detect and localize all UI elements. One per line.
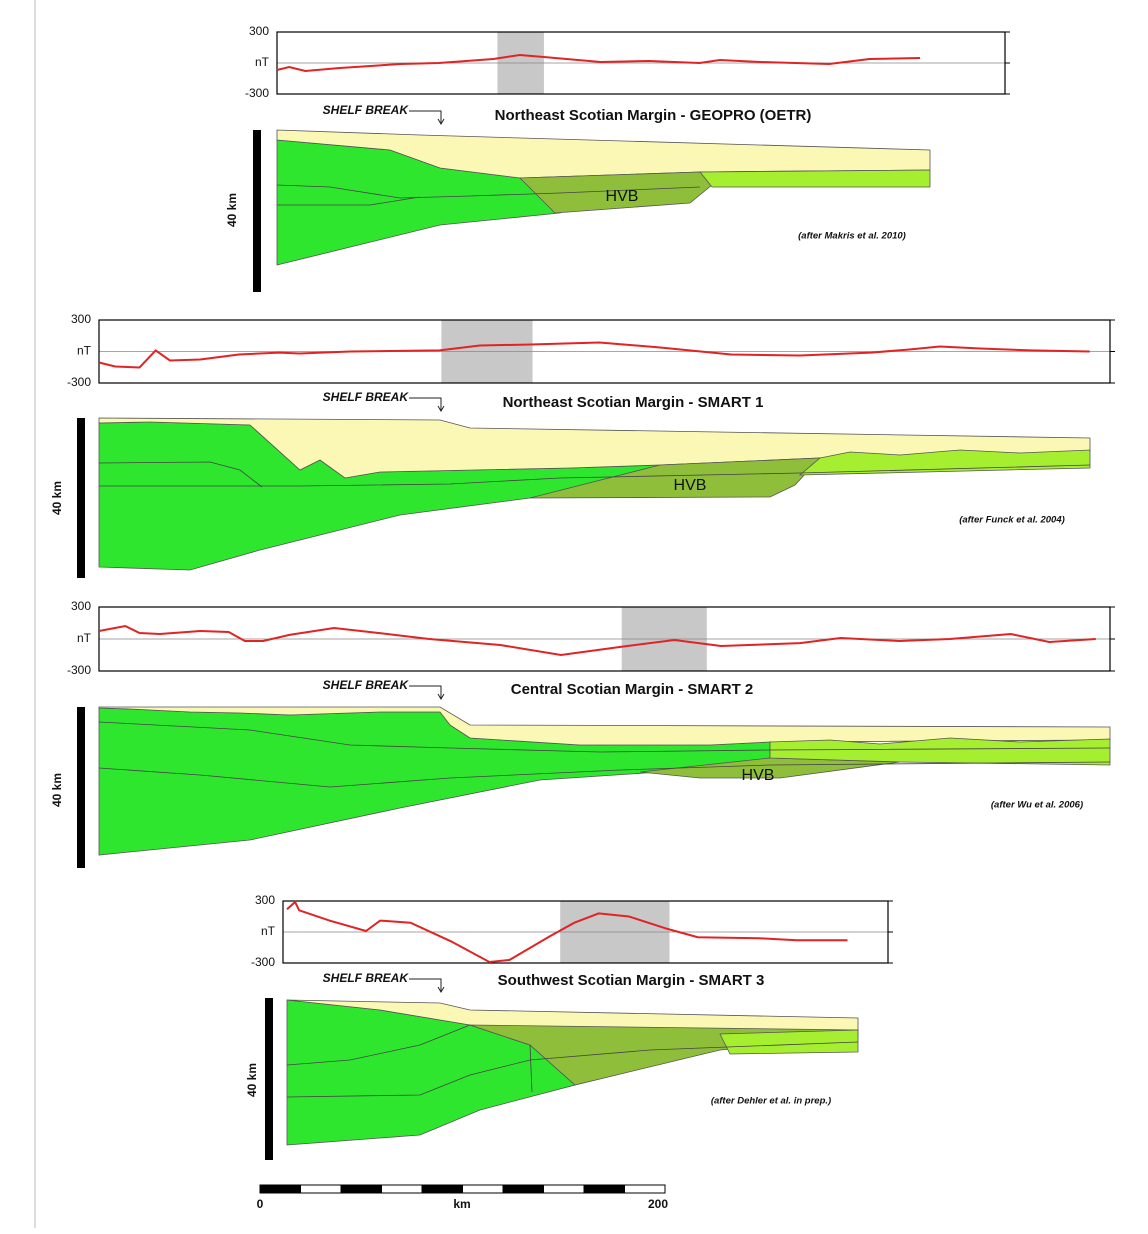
scale-tick-label: 0 bbox=[257, 1197, 264, 1211]
y-tick-label: nT bbox=[261, 924, 276, 938]
y-tick-label: 300 bbox=[249, 24, 269, 38]
magnetic-profile: -300 nT 300 Northeast Scotian Margin - SMAR… bbox=[67, 312, 1115, 411]
scale-segment bbox=[544, 1185, 585, 1193]
scale-segment bbox=[625, 1185, 666, 1193]
y-tick-label: 300 bbox=[255, 893, 275, 907]
depth-bar bbox=[265, 998, 273, 1160]
y-tick-label: nT bbox=[77, 344, 92, 358]
shelf-break-arrow bbox=[409, 398, 444, 411]
panel-title: Northeast Scotian Margin - SMART 1 bbox=[503, 394, 764, 411]
shelf-break-label: SHELF BREAK bbox=[323, 678, 410, 692]
shelf-break-label: SHELF BREAK bbox=[323, 390, 410, 404]
y-tick-label: nT bbox=[77, 631, 92, 645]
oceanic-crust bbox=[800, 450, 1090, 475]
scale-segment bbox=[463, 1185, 504, 1193]
panel-title: Southwest Scotian Margin - SMART 3 bbox=[498, 972, 765, 989]
scale-segment bbox=[301, 1185, 342, 1193]
magnetic-profile: -300 nT 300 Southwest Scotian Margin - SMAR… bbox=[251, 893, 893, 992]
citation: (after Wu et al. 2006) bbox=[991, 800, 1083, 811]
oceanic-crust bbox=[700, 170, 930, 187]
oceanic-crust bbox=[720, 1030, 858, 1054]
depth-label: 40 km bbox=[50, 773, 64, 807]
cross-section: 40 km HVB (after Funck et al. 2004) bbox=[50, 418, 1090, 578]
y-tick-label: -300 bbox=[245, 86, 269, 100]
shelf-break-label: SHELF BREAK bbox=[323, 971, 410, 985]
scale-segment bbox=[422, 1185, 463, 1193]
scale-segment bbox=[341, 1185, 382, 1193]
y-tick-label: -300 bbox=[67, 375, 91, 389]
citation: (after Funck et al. 2004) bbox=[959, 515, 1065, 526]
depth-bar bbox=[77, 707, 85, 868]
anomaly-line bbox=[99, 626, 1096, 655]
magnetic-profile: -300 nT 300 Northeast Scotian Margin - GEOP… bbox=[245, 24, 1010, 124]
depth-bar bbox=[77, 418, 85, 578]
cross-section: 40 km (after Dehler et al. in prep.) bbox=[245, 998, 858, 1160]
scale-segment bbox=[503, 1185, 544, 1193]
panel-title: Central Scotian Margin - SMART 2 bbox=[511, 681, 754, 698]
hvb-label: HVB bbox=[674, 477, 707, 494]
scale-segment bbox=[260, 1185, 301, 1193]
magnetic-profile: -300 nT 300 Central Scotian Margin - SMART … bbox=[67, 599, 1115, 699]
depth-label: 40 km bbox=[245, 1063, 259, 1097]
scale-tick-label: 200 bbox=[648, 1197, 668, 1211]
panel-title: Northeast Scotian Margin - GEOPRO (OETR) bbox=[495, 107, 812, 124]
citation: (after Dehler et al. in prep.) bbox=[711, 1096, 831, 1107]
scale-bar: 0 km 200 bbox=[257, 1185, 669, 1211]
depth-label: 40 km bbox=[225, 193, 239, 227]
y-tick-label: nT bbox=[255, 55, 270, 69]
shelf-break-label: SHELF BREAK bbox=[323, 103, 410, 117]
anomaly-line bbox=[99, 343, 1090, 368]
cross-section: 40 km HVB (after Makris et al. 2010) bbox=[225, 130, 930, 292]
y-tick-label: 300 bbox=[71, 312, 91, 326]
y-tick-label: -300 bbox=[251, 955, 275, 969]
depth-label: 40 km bbox=[50, 481, 64, 515]
cross-section: 40 km HVB (after Wu et al. 2006) bbox=[50, 707, 1110, 868]
scale-segment bbox=[382, 1185, 423, 1193]
citation: (after Makris et al. 2010) bbox=[798, 231, 906, 242]
figure: 40 km HVB (after Makris et al. 2010) 40 … bbox=[0, 0, 1148, 1234]
y-tick-label: 300 bbox=[71, 599, 91, 613]
shelf-break-arrow bbox=[409, 111, 444, 124]
shelf-break-arrow bbox=[409, 979, 444, 992]
scale-unit: km bbox=[453, 1197, 470, 1211]
hvb-label: HVB bbox=[606, 188, 639, 205]
scale-segment bbox=[584, 1185, 625, 1193]
depth-bar bbox=[253, 130, 261, 292]
y-tick-label: -300 bbox=[67, 663, 91, 677]
hvb-label: HVB bbox=[742, 767, 775, 784]
shelf-break-arrow bbox=[409, 686, 444, 699]
